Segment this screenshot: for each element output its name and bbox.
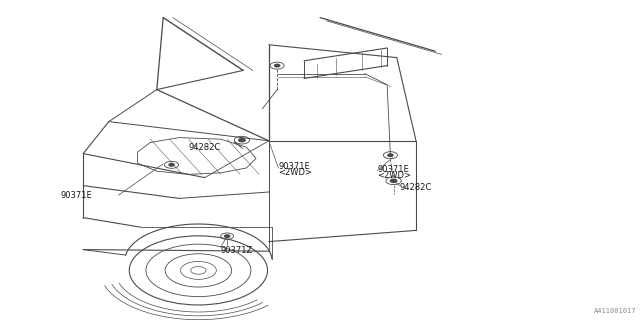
Circle shape bbox=[169, 164, 174, 166]
Text: <2WD>: <2WD> bbox=[278, 168, 312, 177]
Text: 94282C: 94282C bbox=[400, 183, 432, 192]
Text: 90371E: 90371E bbox=[378, 165, 410, 174]
Text: 94282C: 94282C bbox=[189, 143, 221, 152]
Circle shape bbox=[388, 154, 393, 156]
Circle shape bbox=[275, 64, 280, 67]
Text: 90371E: 90371E bbox=[278, 162, 310, 171]
Text: 90371E: 90371E bbox=[61, 191, 93, 200]
Text: A411001017: A411001017 bbox=[595, 308, 637, 314]
Text: <2WD>: <2WD> bbox=[378, 171, 412, 180]
Text: 90371Z: 90371Z bbox=[221, 246, 253, 255]
Circle shape bbox=[390, 179, 397, 182]
Circle shape bbox=[225, 235, 230, 237]
Circle shape bbox=[239, 139, 245, 142]
